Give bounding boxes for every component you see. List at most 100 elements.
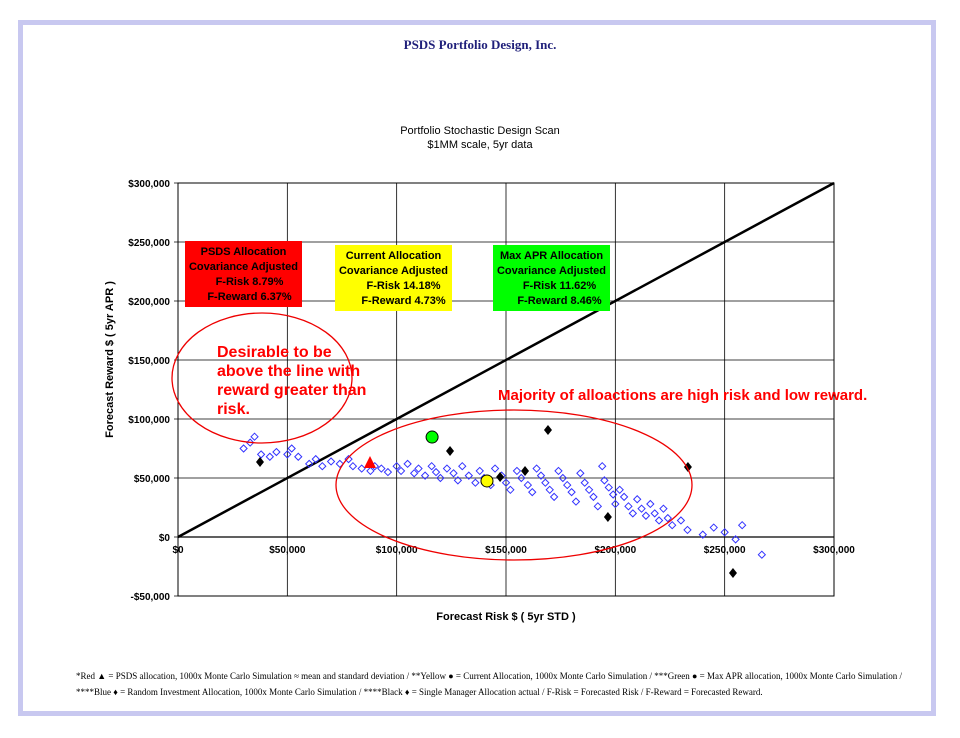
annotation-text: F-Reward 4.73%	[361, 295, 446, 307]
blue-diamond-point	[632, 495, 642, 504]
black-diamond-point	[446, 445, 455, 456]
blue-diamond-point	[731, 535, 740, 544]
blue-diamond-point	[598, 461, 607, 471]
y-tick-label: $200,000	[128, 297, 170, 308]
blue-diamond-point	[318, 461, 327, 471]
blue-diamond-point	[637, 504, 646, 513]
blue-diamond-point	[311, 454, 320, 464]
chart-title-block: Portfolio Stochastic Design Scan $1MM sc…	[0, 124, 960, 152]
x-tick-label: $150,000	[485, 545, 527, 556]
annotation-text: Covariance Adjusted	[497, 265, 606, 277]
blue-diamond-point	[409, 469, 419, 478]
blue-diamond-point	[580, 478, 589, 487]
annotation-text: Max APR Allocation	[500, 250, 603, 262]
blue-diamond-point	[396, 466, 406, 476]
desirable-note: above the line with	[217, 363, 360, 380]
blue-diamond-point	[567, 487, 576, 497]
blue-diamond-point	[757, 550, 767, 559]
black-diamond-point	[728, 567, 737, 578]
blue-diamond-point	[663, 513, 673, 523]
blue-diamond-point	[541, 478, 550, 487]
chart-subtitle: $1MM scale, 5yr data	[427, 139, 533, 151]
blue-diamond-point	[571, 497, 581, 506]
annotation-box	[185, 241, 302, 307]
blue-diamond-point	[624, 502, 633, 511]
blue-diamond-point	[576, 469, 585, 478]
y-tick-label: $300,000	[128, 179, 170, 190]
footnote: *Red ▲ = PSDS allocation, 1000x Monte Ca…	[76, 671, 902, 697]
y-tick-label: $150,000	[128, 356, 170, 367]
blue-diamond-point	[619, 492, 629, 502]
blue-diamond-point	[458, 461, 467, 471]
blue-diamond-point	[471, 478, 480, 487]
blue-diamond-point	[650, 509, 659, 518]
annotation-text: F-Reward 6.37%	[207, 291, 292, 303]
x-axis-label: Forecast Risk $ ( 5yr STD )	[436, 611, 576, 623]
blue-diamond-point	[265, 452, 275, 461]
blue-diamond-point	[436, 473, 445, 483]
x-tick-label: $300,000	[813, 545, 855, 556]
blue-diamond-point	[523, 480, 533, 490]
y-tick-label: $250,000	[128, 238, 170, 249]
red-triangle-point	[363, 456, 376, 469]
annotation-text: Current Allocation	[346, 250, 442, 262]
desirable-note: reward greater than	[217, 382, 366, 399]
black-diamond-point	[603, 512, 612, 523]
y-tick-label: $50,000	[134, 474, 171, 485]
blue-diamond-point	[287, 444, 296, 453]
page-border	[18, 20, 936, 716]
annotation-text: F-Risk 11.62%	[523, 280, 597, 292]
blue-diamond-point	[464, 471, 474, 480]
blue-diamond-point	[490, 464, 500, 473]
y-tick-label: $100,000	[128, 415, 170, 426]
desirable-note: Desirable to be	[217, 344, 332, 361]
annotation-text: Covariance Adjusted	[189, 261, 298, 273]
desirable-note: risk.	[217, 401, 250, 418]
majority-ellipse	[335, 409, 693, 561]
annotation-text: F-Risk 8.79%	[216, 276, 284, 288]
circle-point	[425, 430, 439, 444]
blue-diamond-point	[709, 523, 718, 532]
blue-diamond-point	[294, 452, 303, 461]
blue-diamond-point	[326, 457, 336, 466]
blue-diamond-point	[283, 450, 292, 459]
blue-diamond-point	[383, 467, 393, 477]
blue-diamond-point	[344, 454, 353, 464]
blue-diamond-point	[377, 464, 386, 473]
blue-diamond-point	[250, 432, 259, 441]
blue-diamond-point	[475, 466, 484, 476]
blue-diamond-point	[545, 485, 554, 495]
blue-diamond-point	[600, 476, 609, 485]
reference-line	[177, 181, 835, 539]
black-diamond-point	[521, 466, 530, 477]
blue-diamond-point	[628, 509, 638, 518]
blue-diamond-point	[403, 459, 412, 469]
blue-diamond-point	[608, 490, 618, 499]
blue-diamond-point	[245, 438, 255, 447]
blue-diamond-point	[453, 476, 463, 485]
black-diamond-point	[256, 456, 264, 467]
company-name: PSDS Portfolio Design, Inc.	[403, 37, 557, 52]
x-tick-label: $0	[172, 545, 184, 556]
annotation-text: Covariance Adjusted	[339, 265, 448, 277]
blue-diamond-point	[335, 459, 345, 469]
blue-diamond-point	[646, 499, 655, 509]
chart-title: Portfolio Stochastic Design Scan	[400, 125, 560, 137]
blue-diamond-point	[720, 528, 729, 537]
blue-diamond-point	[549, 492, 559, 502]
blue-diamond-point	[420, 471, 430, 480]
blue-diamond-point	[615, 485, 624, 495]
circle-point	[480, 474, 494, 488]
blue-diamond-point	[584, 485, 594, 495]
blue-diamond-point	[392, 461, 401, 471]
black-diamond-point	[496, 472, 505, 483]
blue-diamond-point	[304, 459, 314, 469]
blue-diamond-point	[654, 516, 664, 525]
black-diamond-point	[543, 424, 552, 435]
blue-diamond-point	[698, 530, 708, 539]
blue-diamond-point	[501, 478, 511, 487]
blue-diamond-point	[593, 502, 603, 511]
blue-diamond-point	[272, 447, 281, 457]
blue-diamond-point	[676, 516, 686, 525]
blue-diamond-point	[563, 480, 572, 490]
